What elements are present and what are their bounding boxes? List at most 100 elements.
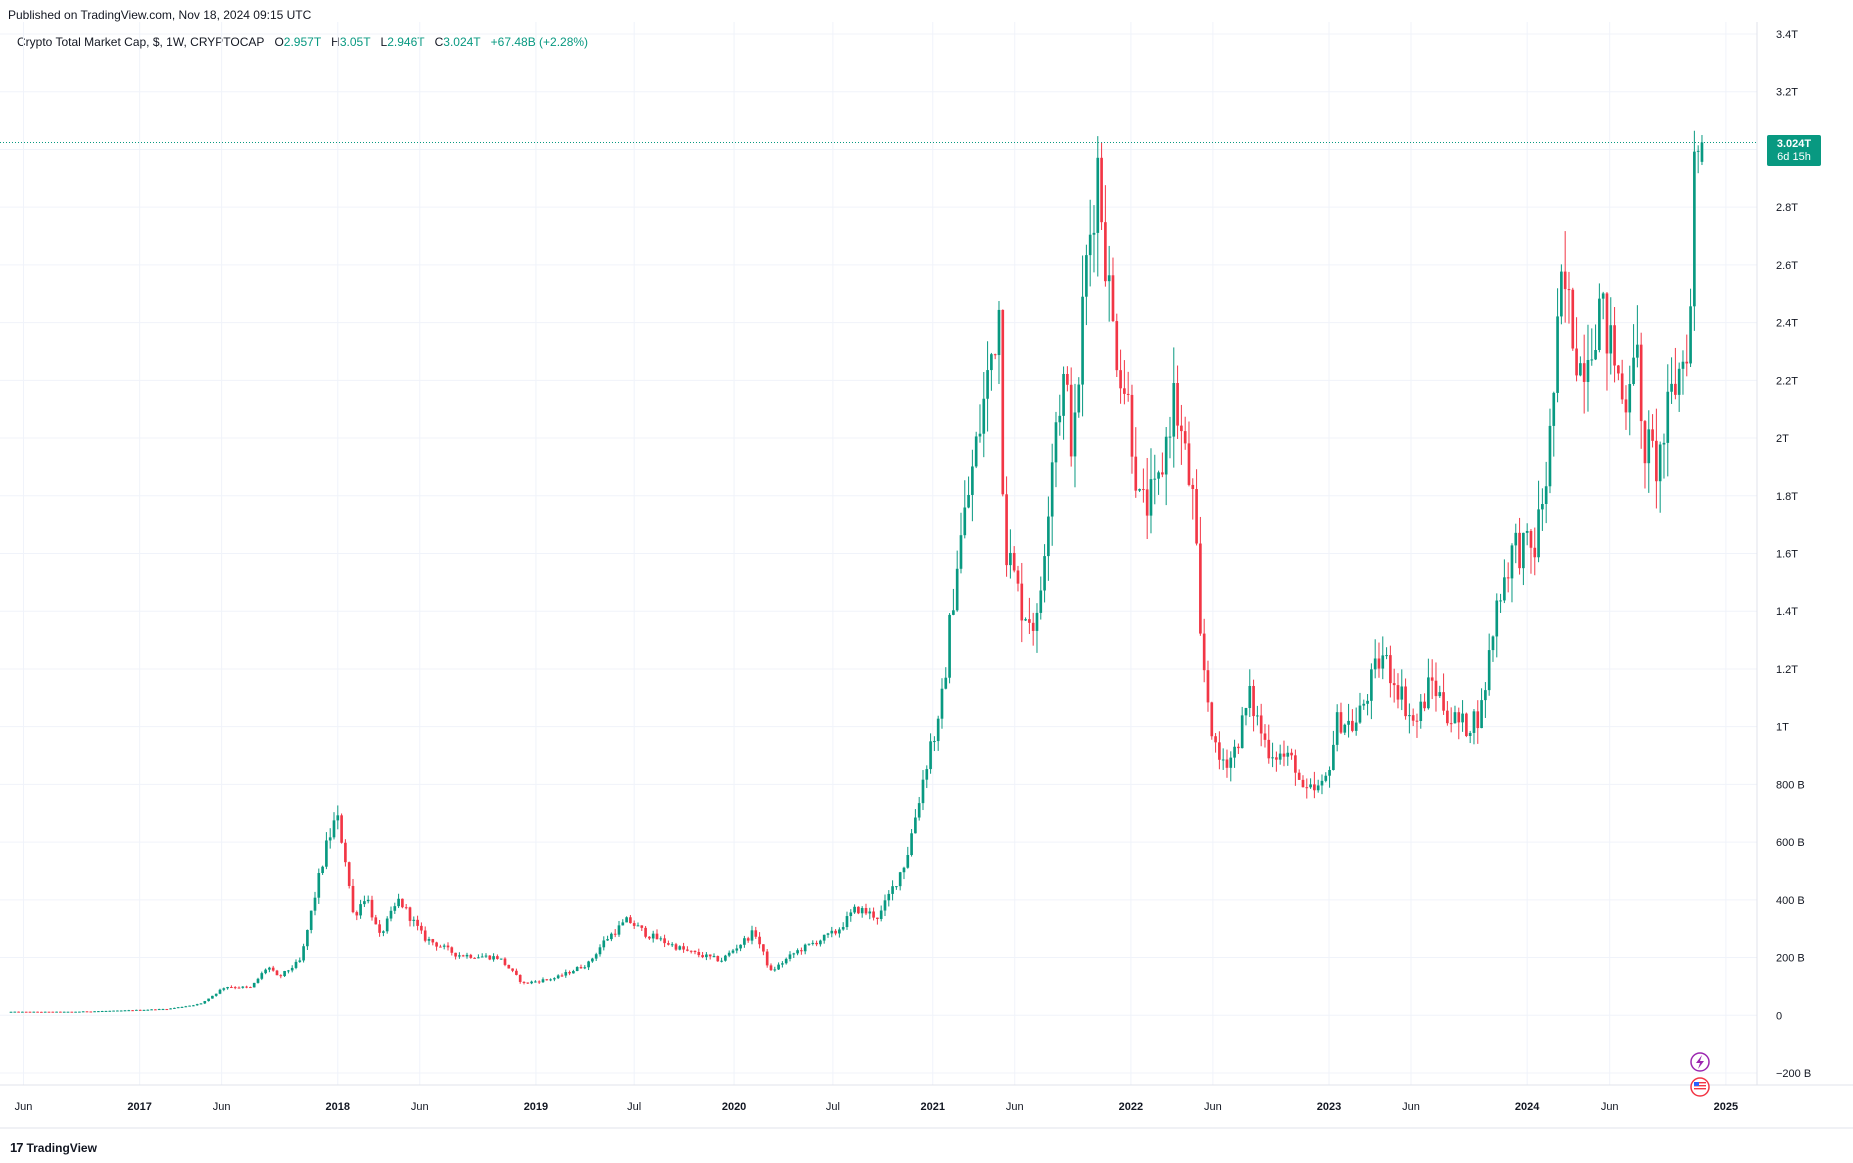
candle [689, 950, 693, 954]
x-tick-label: 2018 [326, 1101, 350, 1113]
y-tick-label: 3.2T [1776, 87, 1798, 99]
x-tick-label: 2022 [1119, 1101, 1143, 1113]
candle-body [97, 1011, 100, 1013]
candle-body [1655, 440, 1658, 482]
candle [366, 895, 370, 904]
candle [431, 938, 435, 946]
candle [518, 974, 522, 984]
candle [1047, 496, 1050, 581]
candle-body [963, 507, 967, 536]
candle-body [1430, 677, 1434, 681]
candle [1537, 480, 1540, 563]
candle [1419, 694, 1423, 729]
candle-body [1438, 692, 1442, 697]
candle-body [545, 979, 549, 981]
price-axis[interactable]: 3.4T3.2T3T2.8T2.6T2.4T2.2T2T1.8T1.6T1.4T… [1776, 29, 1811, 1080]
candle-body [1024, 619, 1027, 621]
candle [13, 1011, 17, 1013]
candle [454, 952, 457, 960]
candle [978, 404, 982, 443]
candle-body [853, 906, 856, 913]
candle [1172, 347, 1176, 468]
candle-body [1066, 373, 1069, 385]
candle-body [435, 942, 438, 947]
candle [910, 829, 913, 857]
candle-body [17, 1011, 20, 1013]
candle-body [891, 886, 894, 894]
candle [891, 880, 894, 901]
candle-body [1244, 707, 1248, 716]
candle [898, 871, 902, 891]
candle-body [1685, 361, 1689, 364]
candle [1104, 185, 1107, 287]
candle-body [819, 940, 822, 945]
candle-body [454, 952, 457, 957]
candle-body [1617, 365, 1620, 374]
candle [982, 372, 986, 458]
candle-body [1145, 489, 1149, 516]
us-flag-icon[interactable] [1690, 1077, 1710, 1097]
candle-body [351, 885, 355, 913]
candle-body [469, 954, 473, 958]
candle [887, 890, 891, 907]
candle [1134, 427, 1138, 498]
candle [1286, 745, 1290, 766]
candle-body [507, 964, 511, 969]
candle-body [997, 309, 1001, 356]
candle [207, 998, 210, 1002]
candle-body [1134, 456, 1138, 491]
candle [157, 1008, 161, 1011]
candle [47, 1011, 51, 1013]
lightning-icon[interactable] [1690, 1052, 1710, 1072]
candle [1582, 334, 1586, 414]
candle [59, 1011, 62, 1013]
candle [237, 986, 241, 989]
candle-body [1009, 552, 1012, 566]
candle-body [207, 998, 210, 1002]
candle-body [515, 970, 518, 975]
candle [1351, 709, 1354, 733]
candle-body [902, 867, 906, 873]
y-tick-label: −200 B [1776, 1068, 1811, 1080]
candle [1343, 723, 1347, 736]
candle [1157, 470, 1160, 495]
candle-body [1183, 431, 1187, 444]
candle [781, 961, 784, 968]
candle-body [1256, 715, 1259, 717]
candle-body [458, 955, 461, 957]
candle-body [1415, 720, 1419, 722]
tradingview-logo[interactable]: 17 TradingView [10, 1140, 97, 1155]
candle [1510, 543, 1514, 603]
candle-body [879, 910, 883, 919]
candle-body [1115, 321, 1119, 371]
candle [568, 970, 571, 976]
candle [465, 952, 469, 959]
candle [78, 1011, 81, 1013]
candle [446, 942, 450, 951]
candle [1552, 391, 1556, 457]
candle [997, 301, 1001, 385]
candle [902, 866, 906, 880]
candle-body [1012, 552, 1016, 571]
candle-body [1579, 363, 1582, 376]
candle-body [256, 978, 260, 983]
candle-body [184, 1006, 188, 1008]
candle [203, 1000, 207, 1005]
candle [1100, 142, 1103, 230]
candle [458, 952, 461, 959]
candle-body [359, 904, 362, 916]
candle [636, 922, 640, 927]
candle [1628, 365, 1632, 436]
candle-body [1001, 309, 1005, 495]
candle-body [1647, 429, 1651, 464]
candle-body [625, 917, 628, 923]
candle [222, 987, 226, 992]
candle-body [1472, 711, 1476, 733]
candle-body [632, 923, 636, 926]
x-tick-label: Jun [1601, 1101, 1619, 1113]
time-axis[interactable]: Jun 2017 Jun 2018 Jun 2019 Jul 2020 Jul 2021 Jun 20… [15, 1101, 1738, 1113]
y-tick-label: 3.4T [1776, 29, 1798, 41]
candle [667, 940, 670, 946]
candle [1168, 416, 1172, 459]
